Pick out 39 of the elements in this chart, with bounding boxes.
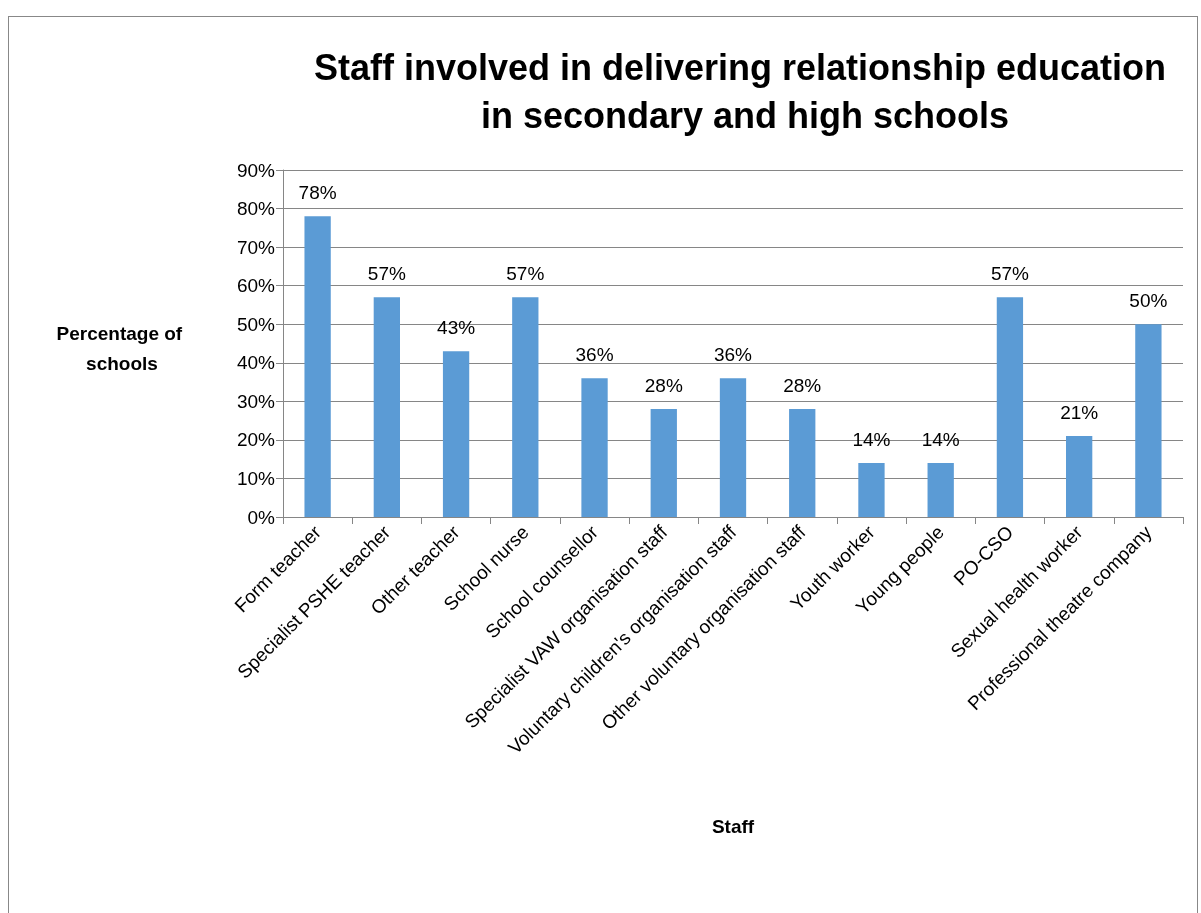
x-axis-title: Staff bbox=[711, 816, 755, 837]
bar bbox=[650, 409, 677, 517]
y-tick-label: 70% bbox=[236, 236, 276, 258]
data-label: 14% bbox=[852, 429, 891, 451]
y-tick-label: 20% bbox=[236, 429, 276, 451]
data-label: 14% bbox=[921, 429, 960, 451]
y-tick-label: 50% bbox=[236, 313, 276, 335]
y-tick-label: 90% bbox=[236, 159, 276, 181]
chart-title: Staff involved in delivering relationship education in secondary and high schools bbox=[313, 46, 1177, 136]
data-label: 21% bbox=[1060, 402, 1099, 424]
bar bbox=[1135, 324, 1162, 517]
bar bbox=[996, 297, 1024, 517]
bar bbox=[581, 378, 608, 517]
data-label: 36% bbox=[575, 344, 614, 366]
data-label: 57% bbox=[367, 263, 406, 285]
bar bbox=[927, 463, 954, 517]
data-label: 28% bbox=[783, 375, 822, 397]
y-tick-label: 0% bbox=[247, 506, 276, 528]
data-label: 28% bbox=[644, 375, 683, 397]
bar bbox=[858, 463, 885, 517]
bar bbox=[719, 378, 747, 517]
bar bbox=[304, 216, 331, 517]
y-tick-label: 40% bbox=[236, 352, 276, 374]
data-label: 57% bbox=[990, 263, 1030, 285]
y-tick-label: 80% bbox=[236, 198, 276, 220]
y-tick-label: 60% bbox=[236, 275, 276, 297]
data-label: 36% bbox=[713, 344, 753, 366]
y-tick-label: 10% bbox=[236, 467, 276, 489]
y-axis-title: Percentage of schools bbox=[56, 322, 188, 374]
bar bbox=[373, 297, 400, 517]
bar bbox=[1066, 436, 1093, 517]
data-label: 78% bbox=[298, 182, 337, 204]
bar bbox=[789, 409, 816, 517]
bar bbox=[442, 351, 470, 517]
bar bbox=[512, 297, 539, 517]
data-label: 50% bbox=[1129, 290, 1168, 312]
data-label: 43% bbox=[437, 317, 476, 339]
data-label: 57% bbox=[506, 263, 545, 285]
y-tick-label: 30% bbox=[236, 390, 276, 412]
